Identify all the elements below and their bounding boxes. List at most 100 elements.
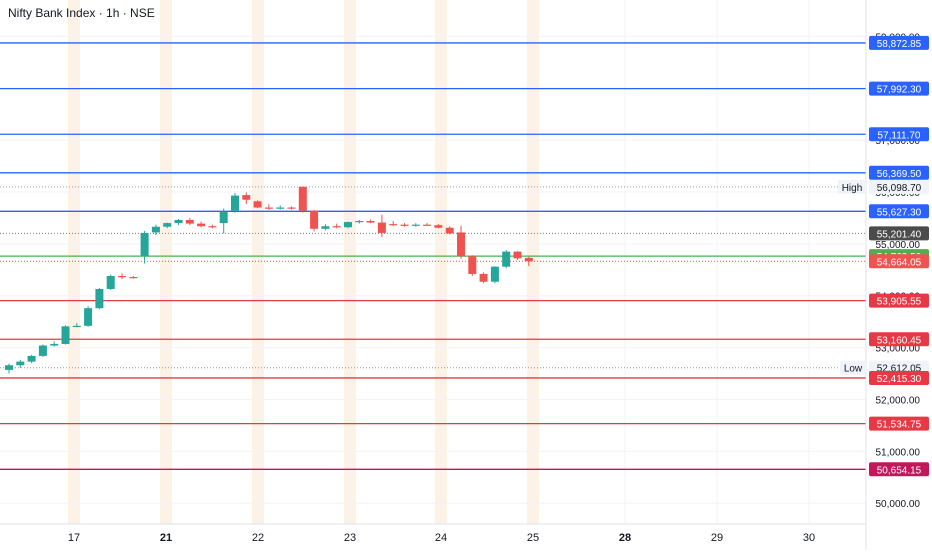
level-price-tag-label: 50,654.15 (877, 465, 922, 476)
candle (84, 306, 93, 327)
last-price-tag-label: 54,664.05 (877, 257, 922, 268)
candle-body (163, 223, 172, 227)
candle-body (445, 227, 454, 234)
candle (276, 205, 285, 210)
candle-body (95, 288, 104, 309)
x-tick-label: 21 (160, 532, 172, 544)
candle-body (242, 195, 251, 200)
candle-body (287, 207, 296, 209)
level-price-tag-label: 56,369.50 (877, 169, 922, 180)
candle (310, 210, 319, 232)
candle (72, 323, 81, 328)
candle-body (400, 224, 409, 226)
candle (524, 256, 533, 267)
candle-body (219, 211, 228, 224)
candle (16, 360, 25, 368)
candle-body (16, 361, 25, 366)
candle-body (50, 343, 59, 346)
candle-body (5, 365, 13, 370)
candle (5, 363, 13, 374)
candle (174, 218, 183, 226)
candle (490, 266, 499, 284)
level-price-tag-label: 53,905.55 (877, 297, 922, 308)
candle-body (423, 224, 432, 226)
level-price-tag-label: 57,992.30 (877, 85, 922, 96)
candle (253, 200, 262, 209)
y-tick-label: 53,000.00 (876, 344, 921, 355)
candle-body (389, 224, 398, 226)
low-tag-box (840, 360, 866, 375)
candle-body (490, 266, 499, 282)
level-price-tag-label: 51,534.75 (877, 420, 922, 431)
candle-body (276, 207, 285, 209)
y-tick-label: 57,000.00 (876, 136, 921, 147)
candle-body (344, 222, 352, 228)
chart-title: Nifty Bank Index · 1h · NSE (8, 6, 155, 20)
candle (366, 219, 375, 224)
prev-close-tag-label: 55,201.40 (877, 229, 922, 240)
high-value-label: 56,098.70 (877, 183, 922, 194)
candle-body (151, 226, 160, 233)
level-price-tag-label: 53,160.45 (877, 335, 922, 346)
candle-body (434, 225, 443, 228)
candle-body (355, 221, 364, 223)
x-tick-label: 23 (344, 532, 356, 544)
candle (208, 224, 217, 229)
level-price-tag-box (869, 416, 929, 431)
candle-body (411, 224, 420, 226)
high-tag-box (838, 179, 866, 194)
x-tick-label: 22 (252, 532, 264, 544)
candle (61, 325, 70, 345)
last-price-tag-box (869, 254, 929, 269)
candle (423, 223, 432, 227)
level-price-tag-label: 58,872.85 (877, 39, 922, 50)
level-price-tag-box (869, 127, 929, 142)
candle (129, 276, 138, 279)
candle-body (366, 221, 375, 223)
candle-body (298, 186, 307, 211)
level-price-tag-box (869, 165, 929, 180)
candle-body (84, 308, 93, 326)
candle (50, 341, 59, 347)
level-price-tag-box (869, 35, 929, 50)
candle (434, 224, 443, 229)
candle (502, 250, 511, 269)
candle-body (524, 257, 533, 262)
candle (287, 206, 296, 210)
level-price-tag-box (869, 81, 929, 96)
high-tag-text: High (842, 183, 863, 194)
level-price-tag-label: 57,111.70 (877, 130, 920, 141)
candle-body (27, 355, 36, 362)
y-tick-label: 50,000.00 (876, 499, 921, 510)
candle-body (479, 273, 488, 282)
prev-close-tag-box (869, 226, 929, 241)
candle (377, 214, 386, 238)
candle-body (72, 325, 81, 328)
candle (264, 204, 273, 211)
level-price-tag-box (869, 204, 929, 219)
candle (344, 221, 352, 229)
candle-body (468, 256, 477, 274)
x-tick-label: 24 (435, 532, 447, 544)
candle (185, 217, 194, 226)
candle-body (129, 277, 138, 279)
candle-body (457, 232, 465, 257)
candle (197, 221, 206, 228)
candle (457, 225, 465, 259)
candle (242, 192, 251, 204)
candle (118, 273, 126, 280)
candle (95, 287, 104, 310)
candle (332, 223, 341, 229)
level-price-tag-box (869, 293, 929, 308)
candle (163, 222, 172, 229)
y-tick-label: 55,000.00 (876, 240, 921, 251)
candle-body (310, 210, 319, 229)
candle-body (253, 201, 262, 208)
candle (151, 224, 160, 236)
candle-body (61, 326, 70, 344)
candle (479, 272, 488, 284)
candle-body (106, 276, 115, 289)
candle-body (174, 219, 183, 224)
